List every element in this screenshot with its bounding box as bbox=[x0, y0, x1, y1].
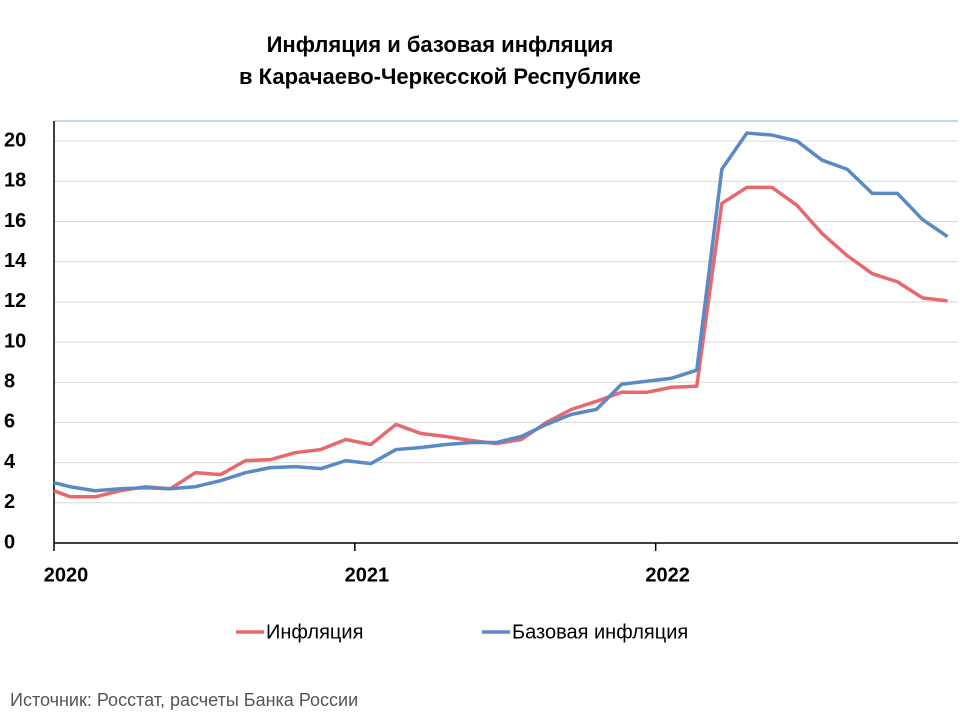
legend-label: Базовая инфляция bbox=[512, 621, 688, 643]
y-tick-label: 6 bbox=[4, 411, 15, 433]
y-tick-label: 10 bbox=[4, 330, 26, 352]
series-line bbox=[53, 131, 949, 493]
y-tick-label: 20 bbox=[4, 129, 26, 151]
y-tick-label: 14 bbox=[4, 250, 27, 272]
legend-label: Инфляция bbox=[266, 621, 363, 643]
chart-title: в Карачаево-Черкесской Республике bbox=[239, 64, 641, 89]
y-tick-label: 16 bbox=[4, 210, 26, 232]
x-tick-label: 2022 bbox=[645, 564, 690, 586]
chart-title: Инфляция и базовая инфляция bbox=[267, 32, 614, 57]
y-tick-label: 4 bbox=[4, 451, 16, 473]
x-tick-label: 2020 bbox=[44, 564, 89, 586]
y-tick-label: 18 bbox=[4, 170, 26, 192]
y-tick-label: 2 bbox=[4, 491, 15, 513]
y-tick-label: 0 bbox=[4, 531, 15, 553]
y-tick-label: 8 bbox=[4, 371, 15, 393]
y-tick-label: 12 bbox=[4, 290, 26, 312]
source-note: Источник: Росстат, расчеты Банка России bbox=[10, 690, 358, 710]
x-tick-label: 2021 bbox=[345, 564, 390, 586]
